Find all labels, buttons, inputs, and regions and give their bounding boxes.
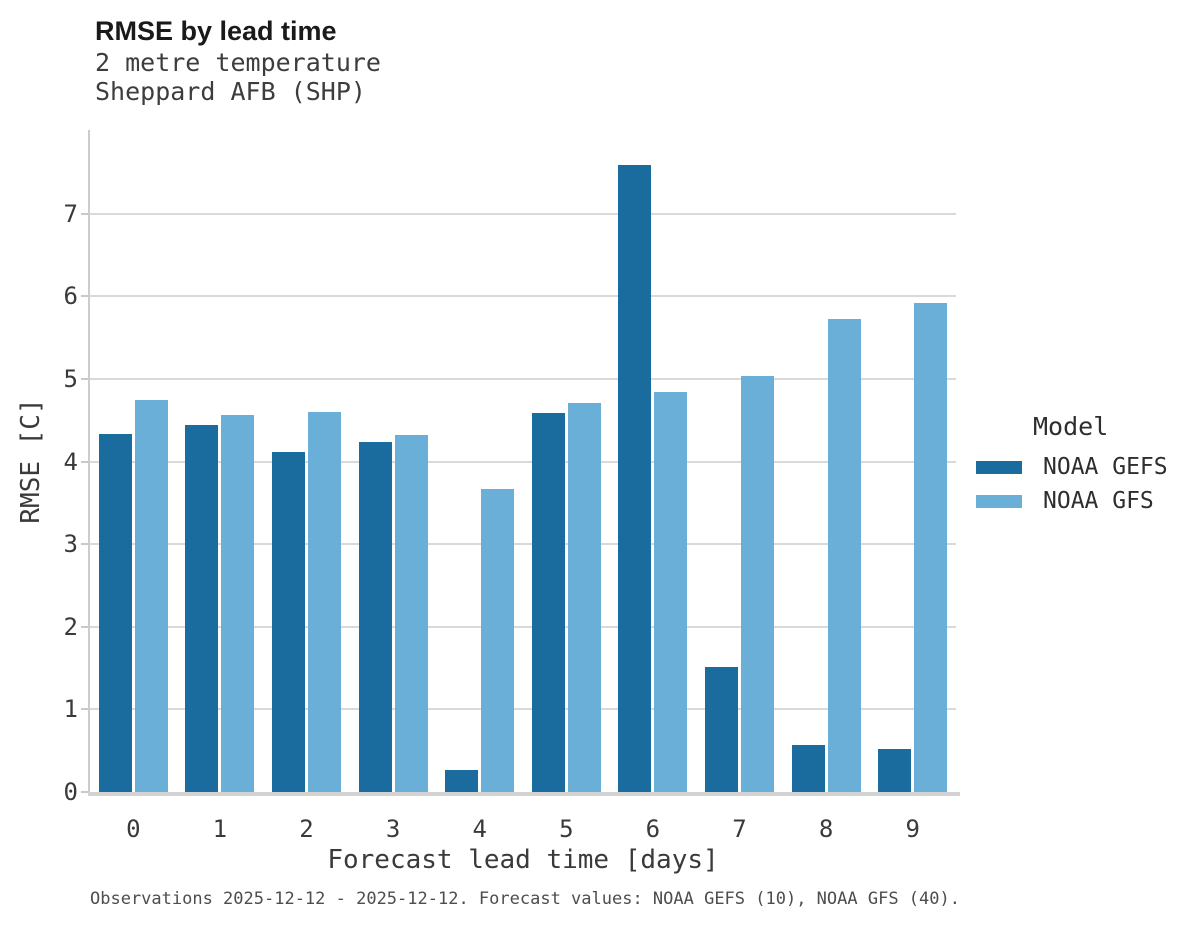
y-tick-mark-5 [81,377,88,380]
x-tick-label-0: 0 [126,815,141,843]
title-block: RMSE by lead time 2 metre temperature Sh… [95,14,381,106]
gridline-y-3 [90,543,956,546]
x-tick-label-3: 3 [385,815,401,843]
bar-noaa-gfs-7 [741,375,774,792]
bar-noaa-gfs-1 [221,415,255,792]
legend-swatch-noaa-gefs [976,460,1022,474]
legend-title: Model [1033,412,1109,441]
y-tick-mark-4 [81,460,88,463]
y-tick-mark-7 [81,212,88,215]
legend: Model NOAA GEFS NOAA GFS [976,412,1191,518]
gridline-y-5 [90,377,956,380]
legend-item-noaa-gefs: NOAA GEFS [976,450,1191,484]
chart-subtitle-line-2: Sheppard AFB (SHP) [95,77,366,106]
bar-noaa-gfs-8 [827,319,861,792]
y-tick-label-0: 0 [63,778,78,806]
chart-title: RMSE by lead time [95,16,337,46]
y-axis-label: RMSE [C] [16,398,46,524]
x-tick-label-4: 4 [472,815,487,843]
plot-area: 0 1 2 3 4 5 6 7 0 1 2 3 4 5 6 7 8 9 [64,130,960,843]
bar-noaa-gefs-8 [791,744,825,792]
y-tick-label-2: 2 [63,612,78,641]
y-tick-label-7: 7 [63,199,78,228]
bar-noaa-gefs-0 [98,434,132,792]
bar-noaa-gefs-3 [358,441,392,792]
bar-noaa-gefs-1 [185,425,219,792]
bar-noaa-gfs-6 [654,392,688,792]
legend-label-noaa-gfs: NOAA GFS [1043,488,1154,514]
chart-subtitle-line-1: 2 metre temperature [95,48,381,77]
x-axis-label: Forecast lead time [days] [327,845,719,875]
x-tick-label-7: 7 [732,815,747,843]
bar-noaa-gefs-7 [705,667,738,792]
y-tick-mark-1 [81,708,88,711]
x-tick-label-2: 2 [299,815,314,843]
bar-noaa-gefs-5 [531,412,565,792]
bar-noaa-gefs-9 [878,749,912,792]
y-tick-mark-0 [81,791,88,793]
x-tick-label-9: 9 [905,815,920,843]
gridline-y-7 [90,212,956,215]
bar-noaa-gefs-2 [272,452,305,792]
x-axis-spine [88,792,960,796]
x-tick-label-1: 1 [212,815,228,843]
bar-noaa-gfs-2 [308,411,341,792]
x-tick-label-5: 5 [559,815,574,843]
legend-item-noaa-gfs: NOAA GFS [976,484,1191,518]
bar-noaa-gfs-5 [567,402,601,792]
y-tick-mark-2 [81,625,88,628]
y-tick-label-4: 4 [63,447,78,476]
y-tick-label-5: 5 [63,364,78,393]
bar-noaa-gefs-6 [618,164,652,792]
bar-noaa-gfs-4 [481,488,515,792]
y-tick-label-1: 1 [63,695,78,724]
x-tick-label-8: 8 [818,815,834,843]
bar-noaa-gfs-0 [134,400,168,792]
y-tick-label-3: 3 [63,530,78,559]
gridline-y-6 [90,295,956,298]
x-tick-label-6: 6 [645,815,661,843]
gridline-y-1 [90,708,956,711]
bar-noaa-gefs-4 [445,769,479,792]
y-axis-spine [88,130,90,795]
legend-label-noaa-gefs: NOAA GEFS [1043,454,1168,480]
footer-caption: Observations 2025-12-12 - 2025-12-12. Fo… [90,889,960,909]
legend-swatch-noaa-gfs [976,494,1022,508]
bar-noaa-gfs-3 [394,435,428,792]
y-tick-mark-3 [81,543,88,546]
gridline-y-2 [90,625,956,628]
bar-noaa-gfs-9 [914,302,948,792]
y-tick-mark-6 [81,295,88,298]
gridline-y-4 [90,460,956,463]
y-tick-label-6: 6 [63,282,78,311]
